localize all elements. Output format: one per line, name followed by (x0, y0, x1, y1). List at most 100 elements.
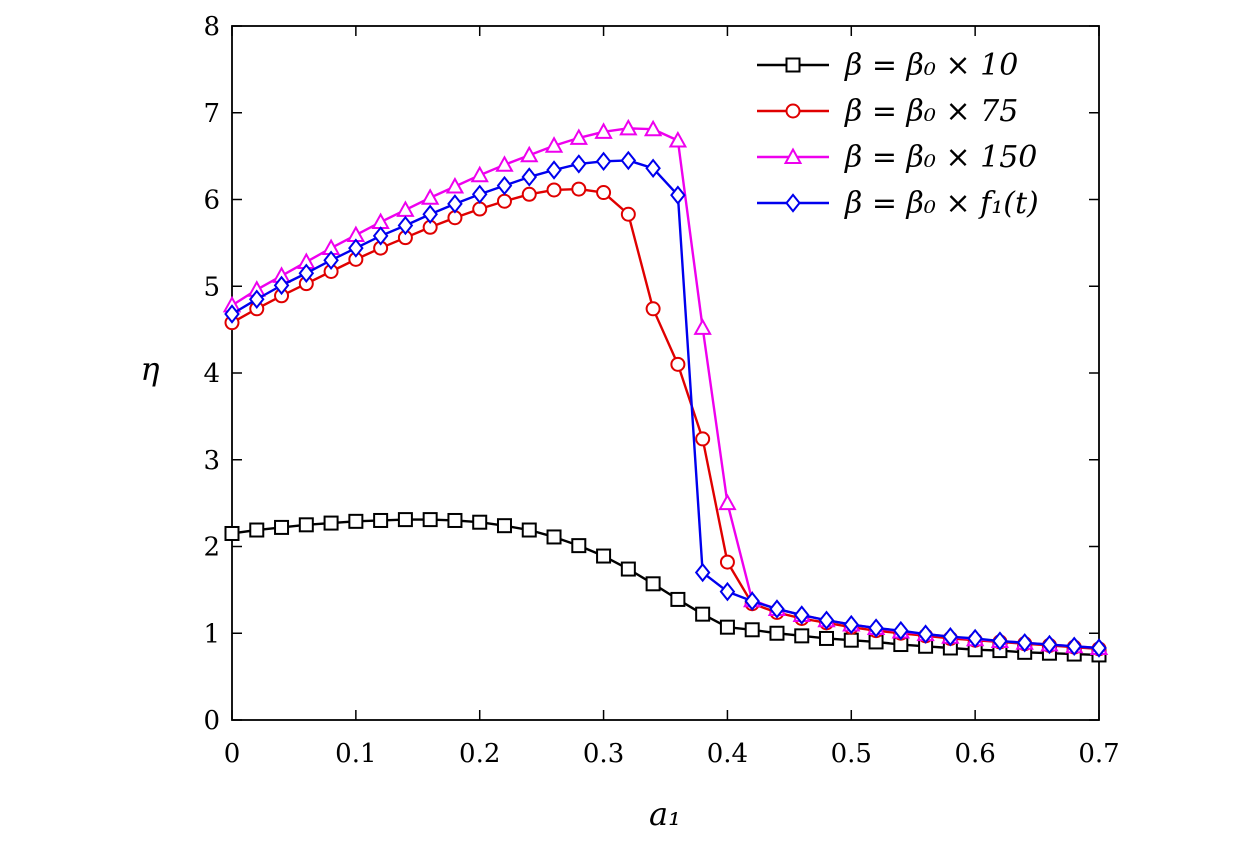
data-point (942, 626, 959, 647)
y-tick-label: 2 (203, 533, 220, 563)
y-tick-label: 4 (203, 359, 220, 389)
y-tick-label: 1 (203, 619, 220, 649)
data-point (571, 538, 587, 554)
data-point (323, 250, 339, 270)
data-point (397, 512, 413, 528)
data-point (569, 128, 588, 145)
legend-label: β = β₀ × 10 (844, 48, 1018, 83)
data-point (619, 118, 638, 136)
data-point (620, 206, 636, 222)
data-point (224, 525, 240, 541)
data-point (620, 561, 636, 577)
data-point (546, 529, 562, 545)
data-point (595, 151, 612, 172)
data-point (596, 548, 612, 564)
y-tick-label: 7 (203, 99, 220, 129)
data-point (645, 576, 661, 592)
data-point (496, 193, 512, 209)
data-point (1091, 638, 1107, 658)
series-line (231, 518, 1100, 657)
data-point (372, 226, 389, 246)
tick-labels: 0 0.1 0.2 0.3 0.4 0.5 0.6 0.7 0 1 2 3 4 5 6 7 8 (203, 12, 1119, 769)
x-tick-label: 0.7 (1078, 739, 1119, 769)
data-point (496, 175, 513, 196)
data-point (744, 591, 760, 611)
data-point (249, 522, 265, 538)
series-group (222, 118, 1109, 663)
x-tick-label: 0.3 (583, 739, 624, 769)
plot-frame (231, 25, 1100, 721)
data-point (719, 554, 735, 570)
data-point (546, 160, 562, 180)
data-point (668, 130, 688, 148)
data-point (620, 150, 637, 171)
x-tick-label: 0.4 (707, 739, 748, 769)
data-point (422, 204, 438, 224)
data-point (645, 158, 661, 178)
legend-entry: β = β₀ × 75 (757, 94, 1018, 129)
data-point (470, 165, 489, 183)
data-point (273, 275, 290, 296)
data-point (373, 512, 389, 528)
series-4 (224, 150, 1107, 658)
data-point (744, 622, 760, 638)
data-point (992, 631, 1008, 651)
x-tick-label: 0.2 (459, 739, 500, 769)
data-point (670, 356, 686, 372)
data-point (843, 632, 859, 648)
data-point (843, 614, 860, 635)
data-point (719, 581, 736, 602)
x-tick-label: 0.5 (831, 739, 872, 769)
data-point (420, 188, 440, 205)
ticks (231, 25, 1100, 721)
data-point (643, 119, 663, 137)
data-point (693, 318, 712, 335)
legend-marker (785, 57, 801, 73)
data-point (917, 624, 934, 644)
data-point (471, 184, 488, 205)
data-point (521, 186, 537, 202)
y-tick-label: 0 (203, 706, 220, 736)
data-point (422, 512, 438, 528)
data-point (371, 212, 390, 230)
data-point (298, 263, 315, 283)
data-point (298, 517, 314, 533)
data-point (868, 618, 884, 638)
legend: β = β₀ × 10 β = β₀ × 75 β = β₀ × 150 β = β₀… (757, 48, 1039, 221)
data-point (694, 562, 711, 583)
data-point (1041, 634, 1058, 655)
data-point (571, 181, 587, 197)
x-tick-label: 0.6 (954, 739, 995, 769)
legend-marker (785, 193, 801, 213)
data-point (818, 610, 835, 630)
data-point (793, 605, 810, 625)
data-point (521, 522, 537, 538)
data-point (521, 167, 538, 187)
data-point (645, 301, 661, 317)
legend-marker (783, 147, 803, 164)
legend-label: β = β₀ × 75 (844, 94, 1018, 129)
data-point (695, 606, 711, 622)
y-tick-label: 6 (203, 186, 220, 216)
data-point (323, 515, 339, 531)
data-point (472, 514, 488, 530)
legend-marker (785, 103, 801, 119)
data-point (893, 620, 909, 641)
x-tick-label: 0.1 (335, 739, 376, 769)
data-point (447, 512, 463, 528)
legend-label: β = β₀ × f₁(t) (844, 186, 1039, 221)
legend-entry: β = β₀ × 150 (757, 140, 1037, 175)
data-point (769, 625, 785, 641)
data-point (496, 518, 512, 534)
data-point (495, 155, 514, 172)
data-point (472, 201, 488, 217)
data-point (397, 215, 414, 236)
x-axis-label: a₁ (649, 795, 681, 833)
data-point (571, 154, 587, 174)
data-point (719, 619, 735, 635)
data-point (445, 176, 465, 194)
data-point (596, 185, 612, 201)
data-point (447, 194, 463, 214)
data-point (1016, 633, 1033, 653)
